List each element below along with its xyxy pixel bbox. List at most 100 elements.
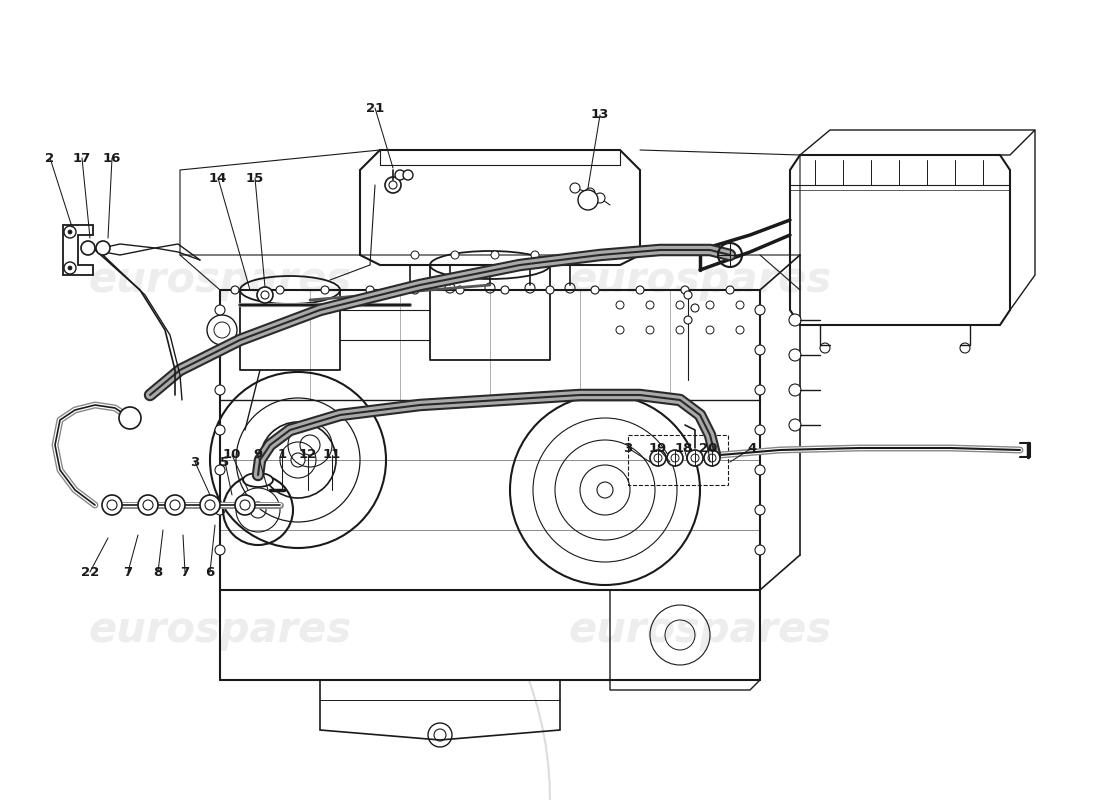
Text: 22: 22 [81,566,99,578]
Text: 9: 9 [253,449,263,462]
Circle shape [755,425,764,435]
Circle shape [736,326,744,334]
Circle shape [688,450,703,466]
Text: eurospares: eurospares [569,609,832,651]
Bar [628,435,728,485]
Circle shape [681,286,689,294]
Circle shape [650,450,666,466]
Text: 3: 3 [190,455,199,469]
Circle shape [411,251,419,259]
Circle shape [214,385,225,395]
Circle shape [292,453,305,467]
Text: 4: 4 [747,442,757,454]
Circle shape [451,251,459,259]
Circle shape [200,495,220,515]
Circle shape [706,301,714,309]
Circle shape [755,505,764,515]
Circle shape [491,251,499,259]
Circle shape [240,500,250,510]
Circle shape [789,349,801,361]
Text: 13: 13 [591,109,609,122]
Circle shape [755,385,764,395]
Circle shape [207,315,236,345]
Circle shape [214,345,225,355]
Circle shape [395,170,405,180]
Circle shape [214,305,225,315]
Circle shape [214,545,225,555]
Circle shape [789,419,801,431]
Text: 2: 2 [45,151,55,165]
Circle shape [646,301,654,309]
Circle shape [205,500,214,510]
Circle shape [68,230,72,234]
Circle shape [616,301,624,309]
Circle shape [597,482,613,498]
Circle shape [691,304,698,312]
Circle shape [102,495,122,515]
Text: 7: 7 [123,566,133,578]
Polygon shape [63,225,94,275]
Text: 5: 5 [220,455,230,469]
Circle shape [321,286,329,294]
Circle shape [684,291,692,299]
Text: eurospares: eurospares [569,259,832,301]
Circle shape [755,545,764,555]
Text: 17: 17 [73,151,91,165]
Text: 16: 16 [102,151,121,165]
Text: 19: 19 [649,442,667,454]
Circle shape [595,193,605,203]
Circle shape [456,286,464,294]
Circle shape [585,188,595,198]
Text: 11: 11 [323,449,341,462]
Circle shape [578,190,598,210]
Circle shape [257,287,273,303]
Circle shape [616,326,624,334]
Circle shape [531,251,539,259]
Circle shape [214,425,225,435]
Circle shape [646,326,654,334]
Text: eurospares: eurospares [88,259,352,301]
Circle shape [676,301,684,309]
Text: 7: 7 [180,566,189,578]
Text: 1: 1 [277,449,287,462]
Text: 21: 21 [366,102,384,114]
Circle shape [231,286,239,294]
Circle shape [235,495,255,515]
Circle shape [755,345,764,355]
Circle shape [96,241,110,255]
Text: 6: 6 [206,566,214,578]
Circle shape [684,316,692,324]
Circle shape [726,286,734,294]
Circle shape [591,286,600,294]
Text: 20: 20 [698,442,717,454]
Circle shape [64,226,76,238]
Text: 8: 8 [153,566,163,578]
Circle shape [119,407,141,429]
Text: 14: 14 [209,171,228,185]
Circle shape [704,450,720,466]
Circle shape [736,301,744,309]
Text: 10: 10 [223,449,241,462]
Circle shape [411,286,419,294]
Text: 15: 15 [246,171,264,185]
Circle shape [755,305,764,315]
Circle shape [789,384,801,396]
Circle shape [276,286,284,294]
Circle shape [68,266,72,270]
Circle shape [170,500,180,510]
Circle shape [366,286,374,294]
Circle shape [81,241,95,255]
Circle shape [755,465,764,475]
Ellipse shape [243,473,273,487]
Text: eurospares: eurospares [88,609,352,651]
Circle shape [214,505,225,515]
Text: 18: 18 [674,442,693,454]
Circle shape [214,465,225,475]
Circle shape [165,495,185,515]
Circle shape [636,286,644,294]
Circle shape [500,286,509,294]
Circle shape [64,262,76,274]
Circle shape [789,314,801,326]
Text: 3: 3 [624,442,632,454]
Circle shape [570,183,580,193]
